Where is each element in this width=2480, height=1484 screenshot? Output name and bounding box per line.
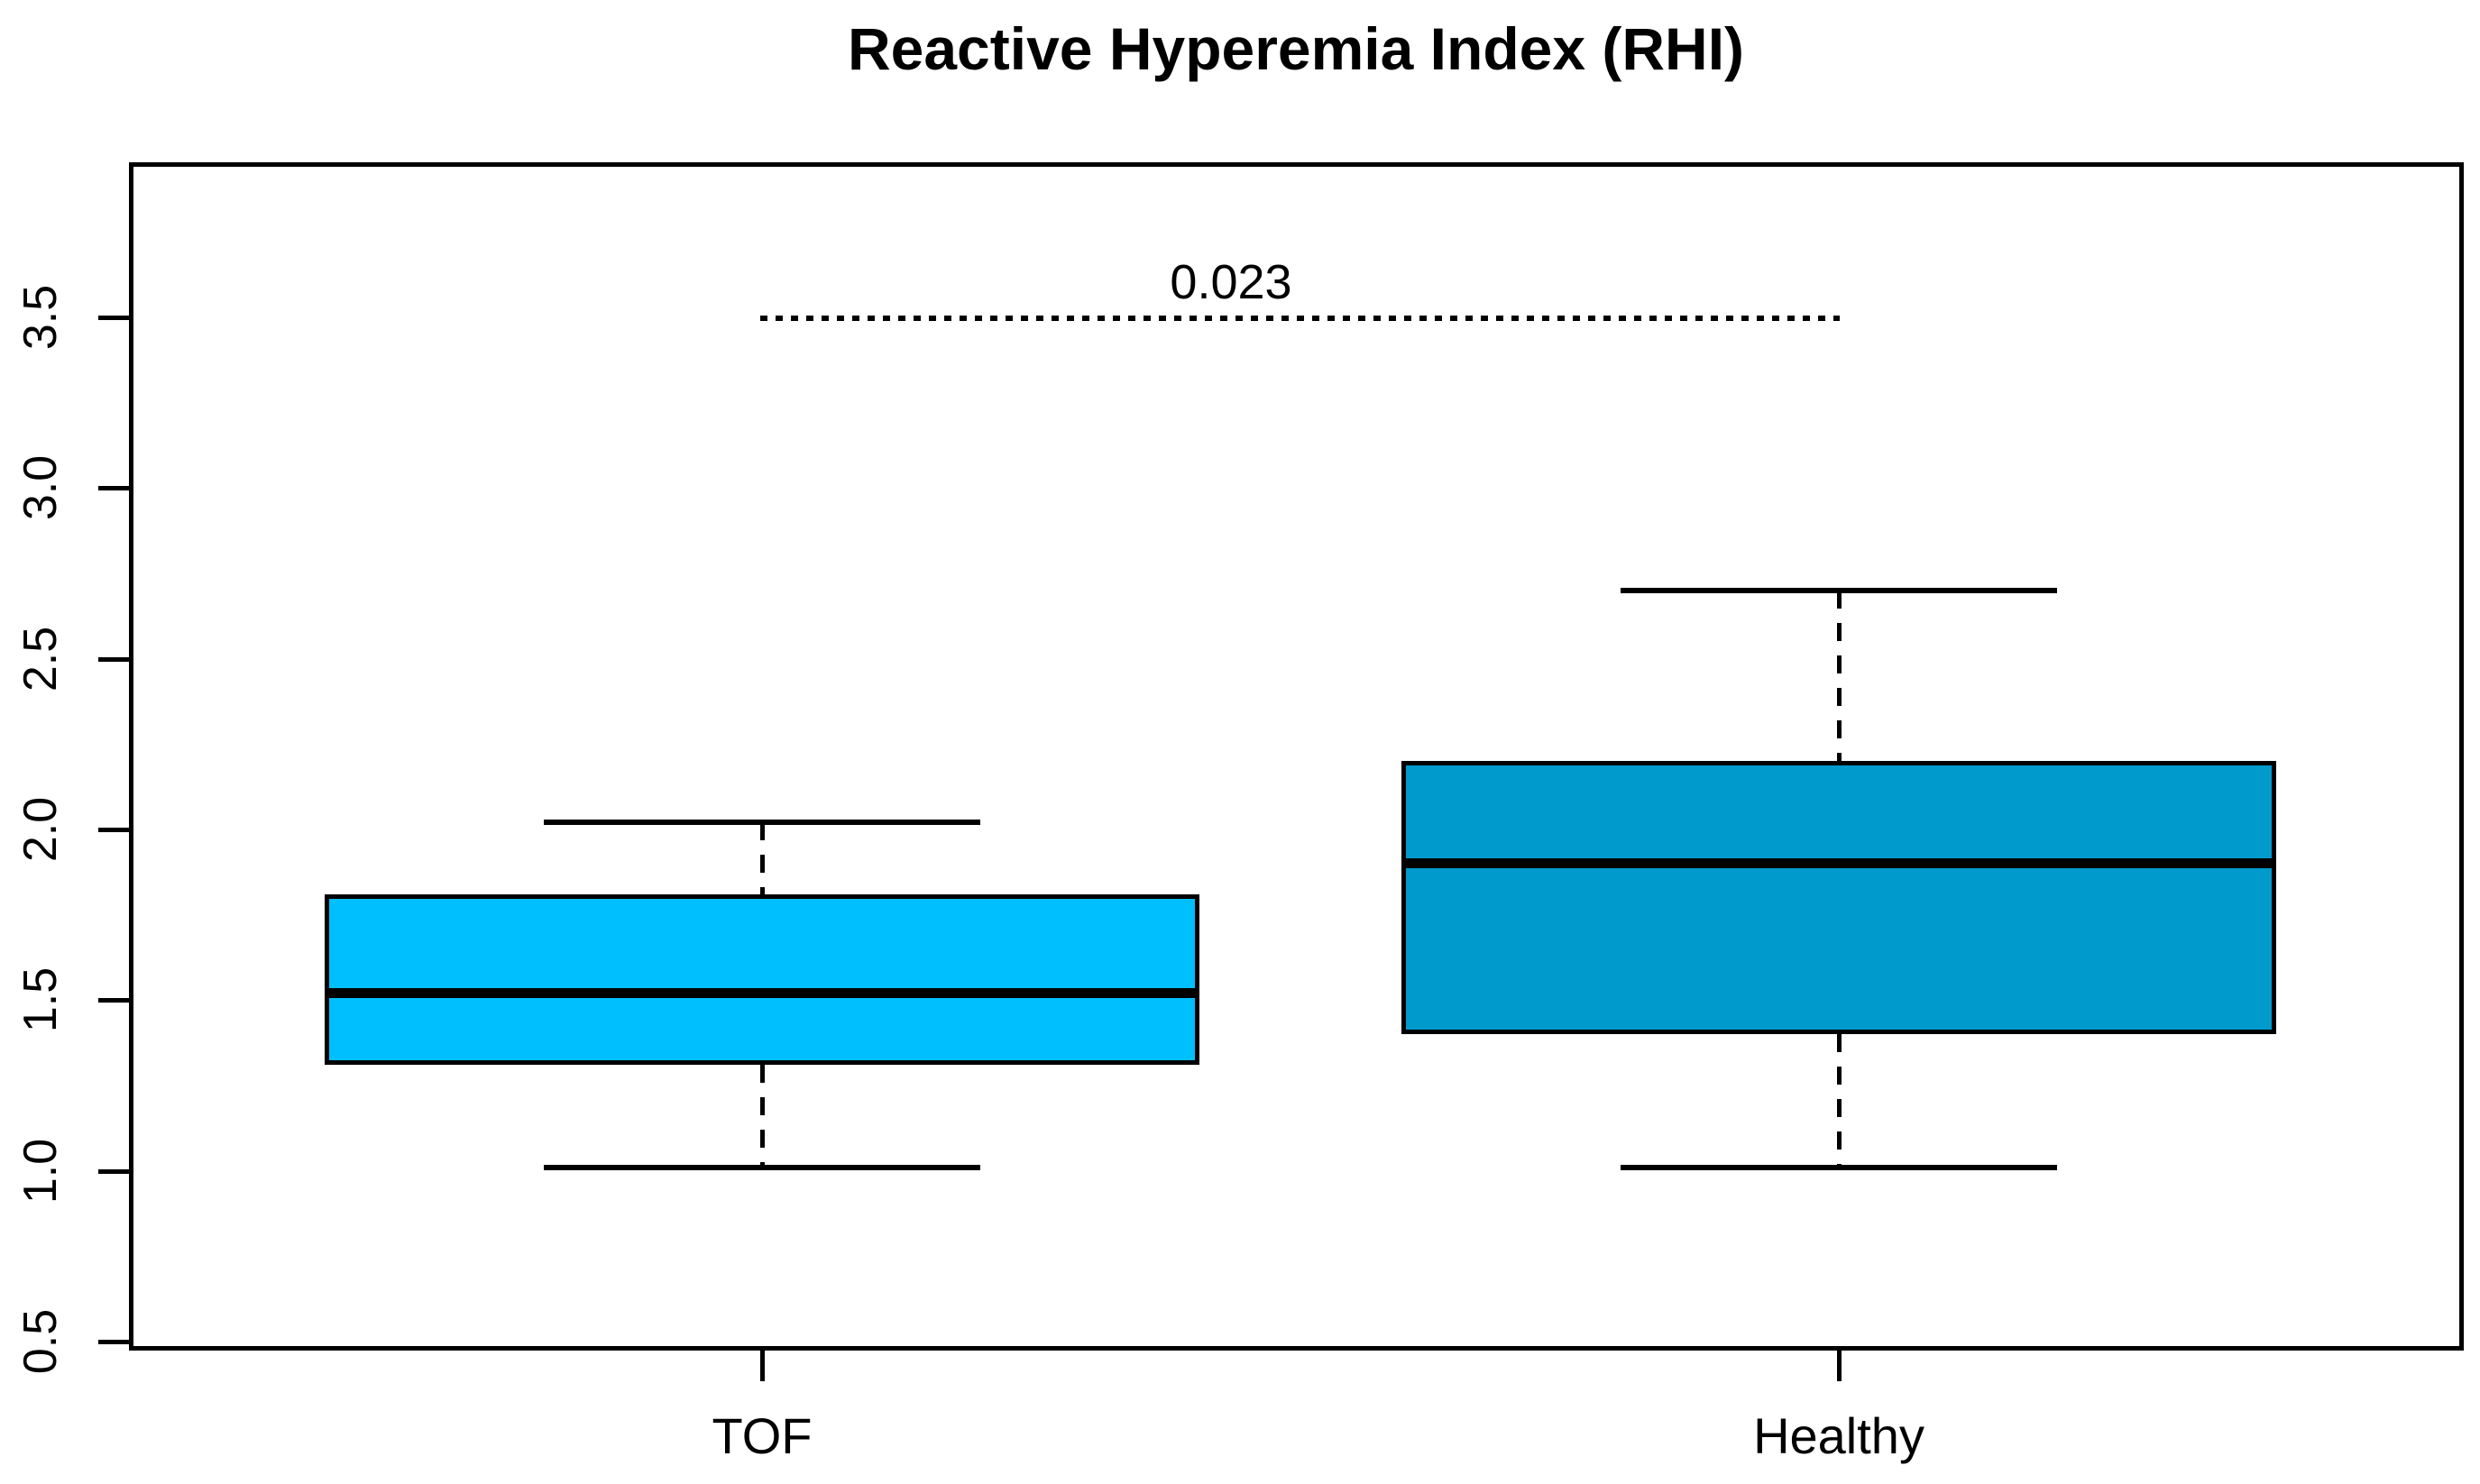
median-line — [1401, 858, 2276, 869]
y-axis-tick — [98, 486, 129, 491]
x-axis-label-healthy: Healthy — [1753, 1407, 1924, 1464]
y-axis-tick-label: 3.0 — [14, 455, 67, 521]
y-axis-tick-label: 1.0 — [14, 1138, 67, 1204]
y-axis-tick — [98, 656, 129, 662]
chart-title: Reactive Hyperemia Index (RHI) — [847, 15, 1745, 82]
x-axis-tick — [1836, 1351, 1842, 1381]
significance-line — [760, 316, 1840, 321]
x-axis-tick — [759, 1351, 765, 1381]
y-axis-tick — [98, 1340, 129, 1344]
iqr-box-healthy — [1401, 761, 2276, 1035]
lower-whisker-cap — [1621, 1164, 2057, 1170]
y-axis-tick — [98, 1168, 129, 1174]
y-axis-tick-label: 3.5 — [14, 284, 67, 351]
y-axis-tick — [98, 998, 129, 1003]
y-axis-tick-label: 2.5 — [14, 626, 67, 692]
lower-whisker-line — [1836, 1034, 1842, 1168]
y-axis-tick-label: 2.0 — [14, 796, 67, 863]
lower-whisker-cap — [544, 1164, 980, 1170]
upper-whisker-line — [759, 822, 765, 894]
y-axis-tick-label: 0.5 — [14, 1308, 67, 1375]
lower-whisker-line — [759, 1065, 765, 1168]
median-line — [325, 988, 1199, 999]
upper-whisker-line — [1836, 590, 1842, 762]
y-axis-tick — [98, 828, 129, 832]
upper-whisker-cap — [544, 820, 980, 826]
iqr-box-tof — [325, 893, 1199, 1066]
significance-p-value: 0.023 — [1170, 255, 1292, 309]
x-axis-label-tof: TOF — [712, 1407, 813, 1464]
y-axis-tick-label: 1.5 — [14, 967, 67, 1033]
plot-area — [129, 162, 2464, 1351]
y-axis-tick — [98, 316, 129, 320]
upper-whisker-cap — [1621, 587, 2057, 593]
